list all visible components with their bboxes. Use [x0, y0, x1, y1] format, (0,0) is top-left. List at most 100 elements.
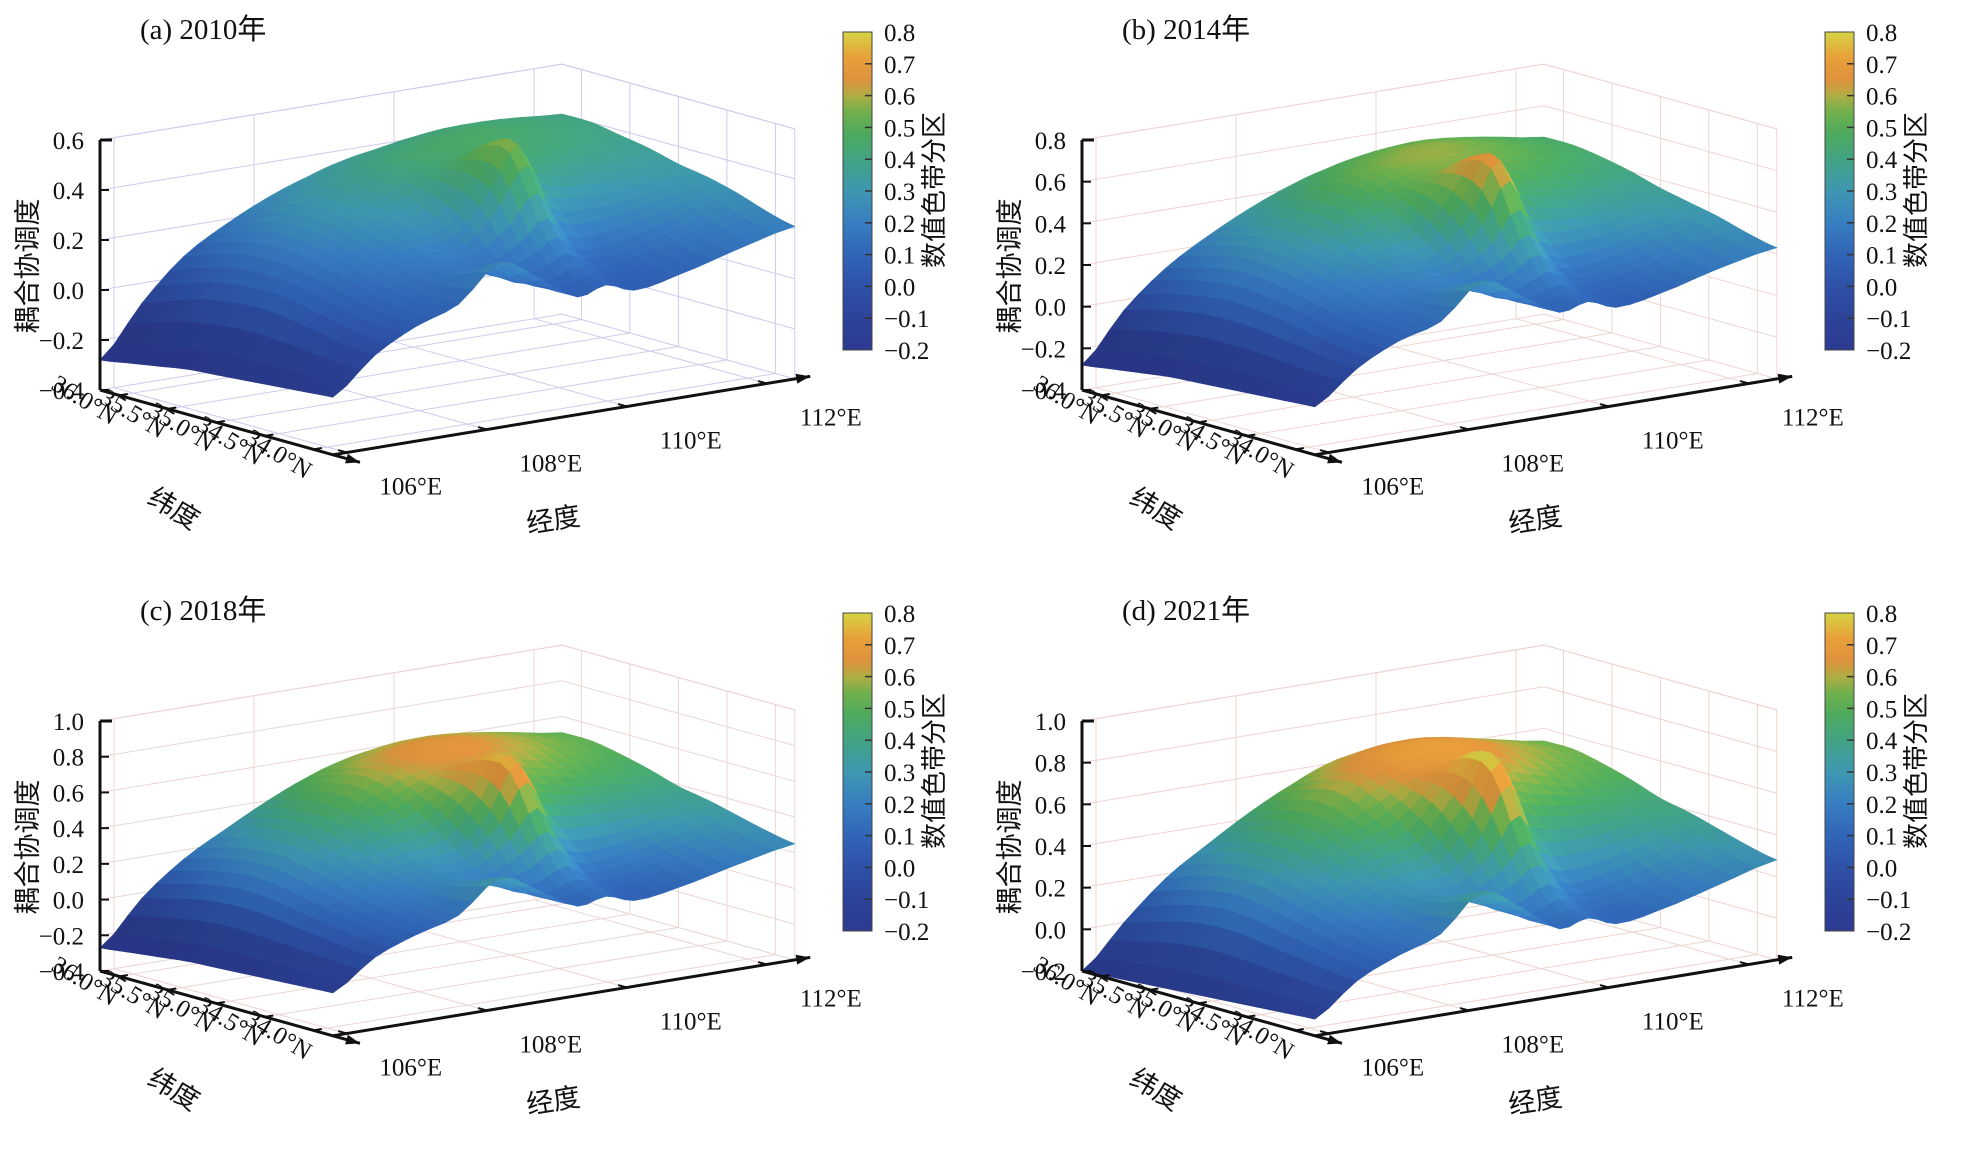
colorbar-tick-label: 0.3 — [1866, 760, 1897, 787]
colorbar-tick-label: 0.3 — [884, 760, 915, 787]
panel-title: (d) 2021年 — [1122, 595, 1251, 627]
colorbar-tick-label: −0.2 — [1866, 919, 1911, 946]
x-tick-label: 112°E — [1782, 405, 1844, 432]
z-tick-label: 0.0 — [1035, 917, 1066, 944]
colorbar-tick-label: 0.6 — [884, 84, 915, 111]
colorbar-tick-label: 0.4 — [1866, 728, 1898, 755]
surface-mesh — [99, 113, 796, 398]
z-tick-label: 0.0 — [1035, 295, 1066, 322]
z-axis-label: 耦合协调度 — [13, 198, 43, 334]
z-axis-label: 耦合协调度 — [13, 779, 43, 915]
colorbar-tick-label: 0.2 — [884, 792, 915, 819]
z-tick-label: 0.2 — [53, 228, 84, 255]
colorbar-tick-label: 0.2 — [884, 211, 915, 238]
colorbar-tick-label: 0.3 — [1866, 179, 1897, 206]
x-tick-label: 108°E — [1501, 1032, 1564, 1059]
colorbar-tick-label: −0.1 — [1866, 887, 1911, 914]
panel-title: (b) 2014年 — [1122, 14, 1251, 46]
x-tick-label: 110°E — [660, 1009, 722, 1036]
z-tick-label: 0.6 — [53, 780, 84, 807]
colorbar-tick-label: 0.0 — [884, 855, 915, 882]
colorbar-tick-label: −0.2 — [1866, 338, 1911, 365]
colorbar-tick-label: 0.8 — [1866, 601, 1897, 628]
x-tick-label: 110°E — [1642, 428, 1704, 455]
z-tick-label: 1.0 — [53, 709, 84, 736]
surface-mesh — [1081, 736, 1778, 1020]
surface-plot-canvas-a: 0.6 0.4 0.2 0.0 −0.2 −0.4 106°E 108°E 110°E 112°E… — [39, 20, 930, 501]
colorbar-tick-label: 0.4 — [1866, 147, 1898, 174]
z-tick-label: −0.4 — [39, 959, 85, 986]
colorbar-tick-label: 0.3 — [884, 179, 915, 206]
colorbar-tick-label: 0.8 — [884, 20, 915, 47]
x-tick-label: 112°E — [1782, 986, 1844, 1013]
x-tick-label: 108°E — [519, 1032, 582, 1059]
z-tick-label: 0.2 — [1035, 876, 1066, 903]
colorbar-tick-label: 0.6 — [1866, 665, 1897, 692]
x-tick-label: 106°E — [1361, 1055, 1424, 1082]
colorbar: 0.8 0.7 0.6 0.5 0.4 0.3 0.2 0.1 0.0 −0.1 −0.2 — [1824, 601, 1911, 946]
z-tick-label: 0.6 — [1035, 170, 1066, 197]
axes — [1080, 719, 1793, 1045]
colorbar-tick-label: 0.8 — [1866, 20, 1897, 47]
colorbar: 0.8 0.7 0.6 0.5 0.4 0.3 0.2 0.1 0.0 −0.1 −0.2 — [842, 20, 929, 365]
colorbar-tick-label: 0.6 — [1866, 84, 1897, 111]
x-tick-label: 112°E — [800, 986, 862, 1013]
z-tick-label: 0.4 — [53, 178, 85, 205]
z-tick-label: −0.2 — [39, 328, 84, 355]
x-tick-label: 106°E — [1361, 474, 1424, 501]
z-axis-label: 耦合协调度 — [995, 198, 1025, 334]
z-tick-label: 0.0 — [53, 278, 84, 305]
axes — [98, 138, 811, 464]
colorbar-tick-label: 0.5 — [1866, 115, 1897, 142]
colorbar-label: 数值色带分区 — [1902, 112, 1931, 269]
colorbar-tick-label: −0.2 — [884, 338, 929, 365]
x-tick-label: 106°E — [379, 1055, 442, 1082]
colorbar-tick-label: 0.7 — [1866, 52, 1897, 79]
colorbar-tick-label: 0.7 — [1866, 633, 1897, 660]
z-tick-label: −0.2 — [1021, 336, 1066, 363]
colorbar-tick-label: −0.1 — [884, 887, 929, 914]
colorbar-label: 数值色带分区 — [1902, 693, 1931, 850]
x-tick-label: 112°E — [800, 405, 862, 432]
colorbar-tick-label: 0.5 — [884, 696, 915, 723]
surface-mesh — [1081, 136, 1778, 408]
z-tick-label: 0.8 — [1035, 128, 1066, 155]
panel-title: (c) 2018年 — [140, 595, 267, 627]
axes — [98, 719, 811, 1045]
colorbar-tick-label: 0.2 — [1866, 211, 1897, 238]
colorbar-tick-label: 0.0 — [1866, 855, 1897, 882]
panel-d-2021: 1.0 0.8 0.6 0.4 0.2 0.0 −0.2 106°E 108°E 110°E 112… — [982, 581, 1964, 1161]
z-tick-label: 0.6 — [53, 128, 84, 155]
z-tick-label: −0.2 — [1021, 959, 1066, 986]
z-tick-label: 0.4 — [1035, 211, 1067, 238]
z-tick-label: −0.2 — [39, 923, 84, 950]
colorbar: 0.8 0.7 0.6 0.5 0.4 0.3 0.2 0.1 0.0 −0.1 −0.2 — [842, 601, 929, 946]
z-tick-label: −0.4 — [1021, 378, 1067, 405]
z-tick-label: 1.0 — [1035, 709, 1066, 736]
colorbar-tick-label: 0.5 — [884, 115, 915, 142]
colorbar-tick-label: 0.7 — [884, 633, 915, 660]
surface-mesh — [99, 731, 796, 994]
colorbar-tick-label: 0.1 — [884, 243, 915, 270]
colorbar-tick-label: 0.0 — [884, 274, 915, 301]
colorbar-tick-label: 0.1 — [1866, 824, 1897, 851]
tick-labels: 0.6 0.4 0.2 0.0 −0.2 −0.4 106°E 108°E 110°E 112°E… — [39, 128, 862, 501]
x-tick-label: 108°E — [1501, 451, 1564, 478]
z-tick-label: 0.2 — [53, 852, 84, 879]
panel-title: (a) 2010年 — [140, 14, 267, 46]
z-tick-label: 0.2 — [1035, 253, 1066, 280]
colorbar-tick-label: 0.2 — [1866, 792, 1897, 819]
colorbar-tick-label: −0.1 — [1866, 306, 1911, 333]
x-tick-label: 108°E — [519, 451, 582, 478]
colorbar-tick-label: 0.8 — [884, 601, 915, 628]
colorbar-tick-label: 0.4 — [884, 728, 916, 755]
axes — [1080, 138, 1793, 464]
colorbar-tick-label: 0.7 — [884, 52, 915, 79]
colorbar-tick-label: 0.4 — [884, 147, 916, 174]
z-tick-label: −0.4 — [39, 378, 85, 405]
z-axis-label: 耦合协调度 — [995, 779, 1025, 915]
colorbar-tick-label: −0.1 — [884, 306, 929, 333]
colorbar-tick-label: 0.1 — [884, 824, 915, 851]
x-tick-label: 110°E — [660, 428, 722, 455]
